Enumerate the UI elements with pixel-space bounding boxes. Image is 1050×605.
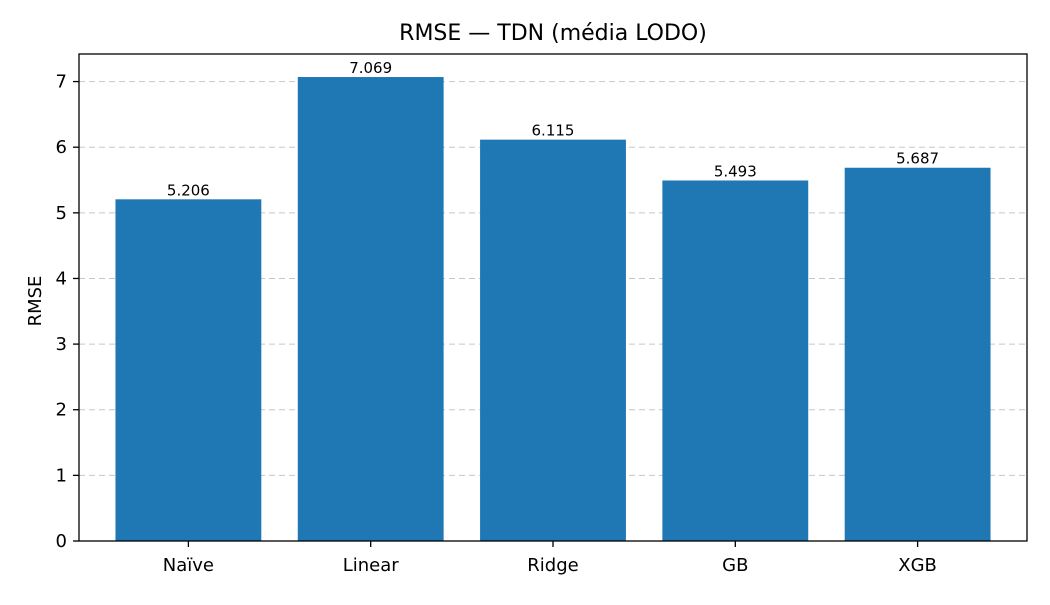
- x-axis-ticks: Naïve Linear Ridge GB XGB: [163, 541, 937, 576]
- y-axis-ticks: 0 1 2 3 4 5 6 7: [56, 72, 79, 552]
- x-tick-label: Ridge: [527, 555, 578, 576]
- y-tick-label: 1: [56, 465, 67, 486]
- x-tick-label: XGB: [898, 555, 937, 576]
- bar: [297, 77, 444, 542]
- bar-value-label: 5.206: [167, 181, 210, 199]
- bar-value-label: 7.069: [349, 59, 392, 77]
- x-tick-label: Naïve: [163, 555, 214, 576]
- x-tick-label: Linear: [343, 555, 400, 576]
- y-tick-label: 2: [56, 400, 67, 421]
- y-tick-label: 6: [56, 137, 67, 158]
- y-tick-label: 3: [56, 334, 67, 355]
- bar-value-label: 5.493: [714, 162, 757, 180]
- x-tick-label: GB: [722, 555, 748, 576]
- data-labels: 5.206 7.069 6.115 5.493 5.687: [167, 59, 939, 199]
- chart-title: RMSE — TDN (média LODO): [399, 21, 707, 46]
- bar: [115, 199, 262, 542]
- bar: [662, 180, 809, 542]
- bar: [480, 139, 626, 541]
- bar: [844, 167, 991, 541]
- y-tick-label: 7: [56, 72, 67, 93]
- plot-frame: [78, 53, 1028, 542]
- y-tick-label: 5: [56, 203, 67, 224]
- bar-value-label: 6.115: [532, 122, 575, 140]
- bars: [115, 77, 991, 542]
- bar-value-label: 5.687: [896, 150, 939, 168]
- y-axis-label: RMSE: [25, 276, 46, 327]
- y-tick-label: 0: [56, 531, 67, 552]
- y-tick-label: 4: [56, 268, 67, 289]
